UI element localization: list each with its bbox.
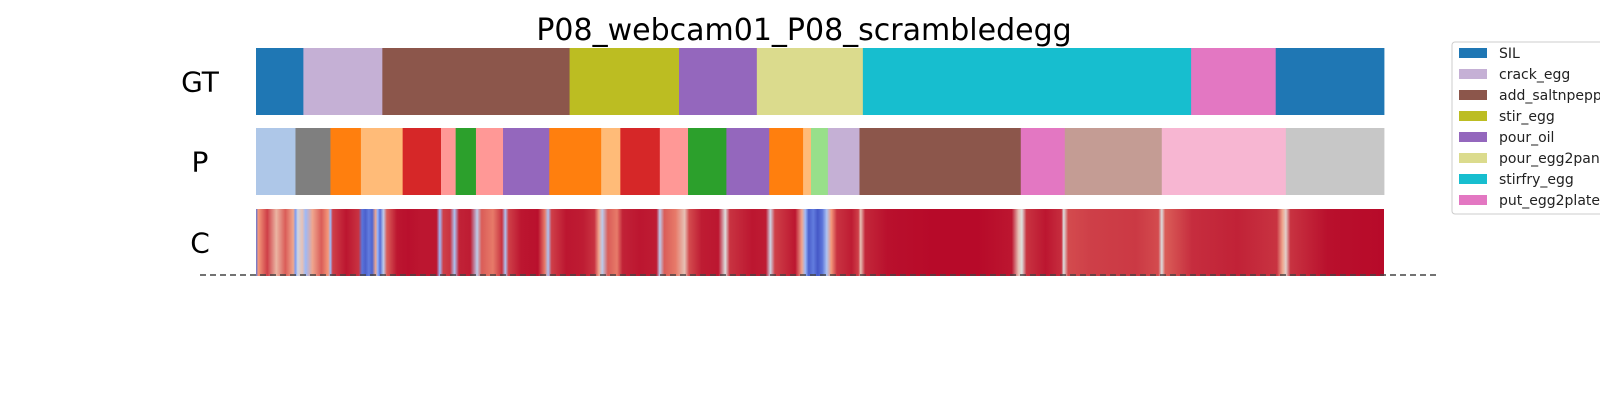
timeline-rows: GT P C	[181, 48, 1385, 276]
legend-swatch-stir-egg	[1459, 111, 1487, 121]
segment-p-17	[810, 128, 829, 195]
legend-label-put-egg2plate: put_egg2plate	[1499, 193, 1600, 209]
segment-gt-4	[679, 48, 758, 115]
legend-label-add-saltnpepper: add_saltnpepper	[1499, 88, 1600, 104]
segment-p-5	[440, 128, 457, 195]
segment-p-10	[601, 128, 621, 195]
segment-p-12	[659, 128, 689, 195]
segment-gt-2	[382, 48, 570, 115]
legend-label-stir-egg: stir_egg	[1499, 109, 1555, 125]
legend-label-crack-egg: crack_egg	[1499, 67, 1570, 83]
legend-label-pour-oil: pour_oil	[1499, 130, 1554, 146]
segment-p-14	[726, 128, 770, 195]
segment-p-2	[330, 128, 362, 195]
legend-entries: SIL crack_egg add_saltnpepper stir_egg pour_…	[1459, 46, 1600, 209]
segment-p-18	[827, 128, 860, 195]
segment-p-16	[803, 128, 812, 195]
segment-p-7	[475, 128, 504, 195]
segment-p-19	[859, 128, 1022, 195]
row-label-gt: GT	[181, 66, 220, 99]
segment-p-4	[402, 128, 442, 195]
segment-p-6	[455, 128, 477, 195]
row-label-c: C	[190, 227, 210, 260]
row-label-p: P	[192, 146, 209, 179]
legend-swatch-SIL	[1459, 48, 1487, 58]
legend-label-SIL: SIL	[1499, 46, 1520, 62]
timeline-row-c: C	[190, 209, 1384, 276]
segment-gt-1	[303, 48, 383, 115]
legend-swatch-stirfry-egg	[1459, 174, 1487, 184]
legend-label-pour-egg2pan: pour_egg2pan	[1499, 151, 1600, 167]
timeline-row-gt: GT	[181, 48, 1385, 115]
segment-gt-3	[569, 48, 680, 115]
segment-gt-7	[1191, 48, 1277, 115]
legend-swatch-put-egg2plate	[1459, 195, 1487, 205]
segment-gt-5	[756, 48, 864, 115]
legend-swatch-crack-egg	[1459, 69, 1487, 79]
segment-p-22	[1161, 128, 1287, 195]
confidence-band	[256, 209, 1384, 276]
segment-p-1	[295, 128, 331, 195]
timeline-row-p: P	[192, 128, 1385, 195]
segment-p-13	[688, 128, 727, 195]
segment-p-8	[503, 128, 550, 195]
segment-p-9	[549, 128, 602, 195]
segment-gt-6	[862, 48, 1192, 115]
segment-p-23	[1285, 128, 1385, 195]
segment-gt-0	[256, 48, 304, 115]
segment-p-0	[256, 128, 296, 195]
chart-title: P08_webcam01_P08_scrambledegg	[536, 13, 1071, 48]
segment-p-3	[360, 128, 404, 195]
legend-swatch-add-saltnpepper	[1459, 90, 1487, 100]
legend-swatch-pour-oil	[1459, 132, 1487, 142]
legend-frame	[1451, 41, 1600, 215]
legend: SIL crack_egg add_saltnpepper stir_egg pour_…	[1451, 41, 1600, 215]
segment-gt-8	[1275, 48, 1385, 115]
segment-p-20	[1020, 128, 1066, 195]
segment-p-11	[620, 128, 661, 195]
legend-label-stirfry-egg: stirfry_egg	[1499, 172, 1574, 188]
legend-swatch-pour-egg2pan	[1459, 153, 1487, 163]
segment-p-15	[769, 128, 804, 195]
segment-p-21	[1064, 128, 1163, 195]
